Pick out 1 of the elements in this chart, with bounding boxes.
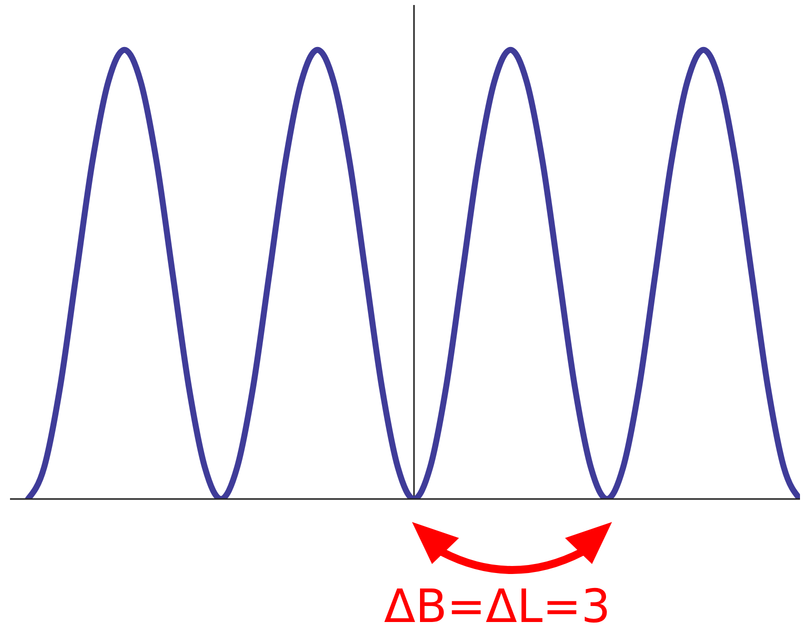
text: ΔB=ΔL=3 [384, 578, 610, 634]
